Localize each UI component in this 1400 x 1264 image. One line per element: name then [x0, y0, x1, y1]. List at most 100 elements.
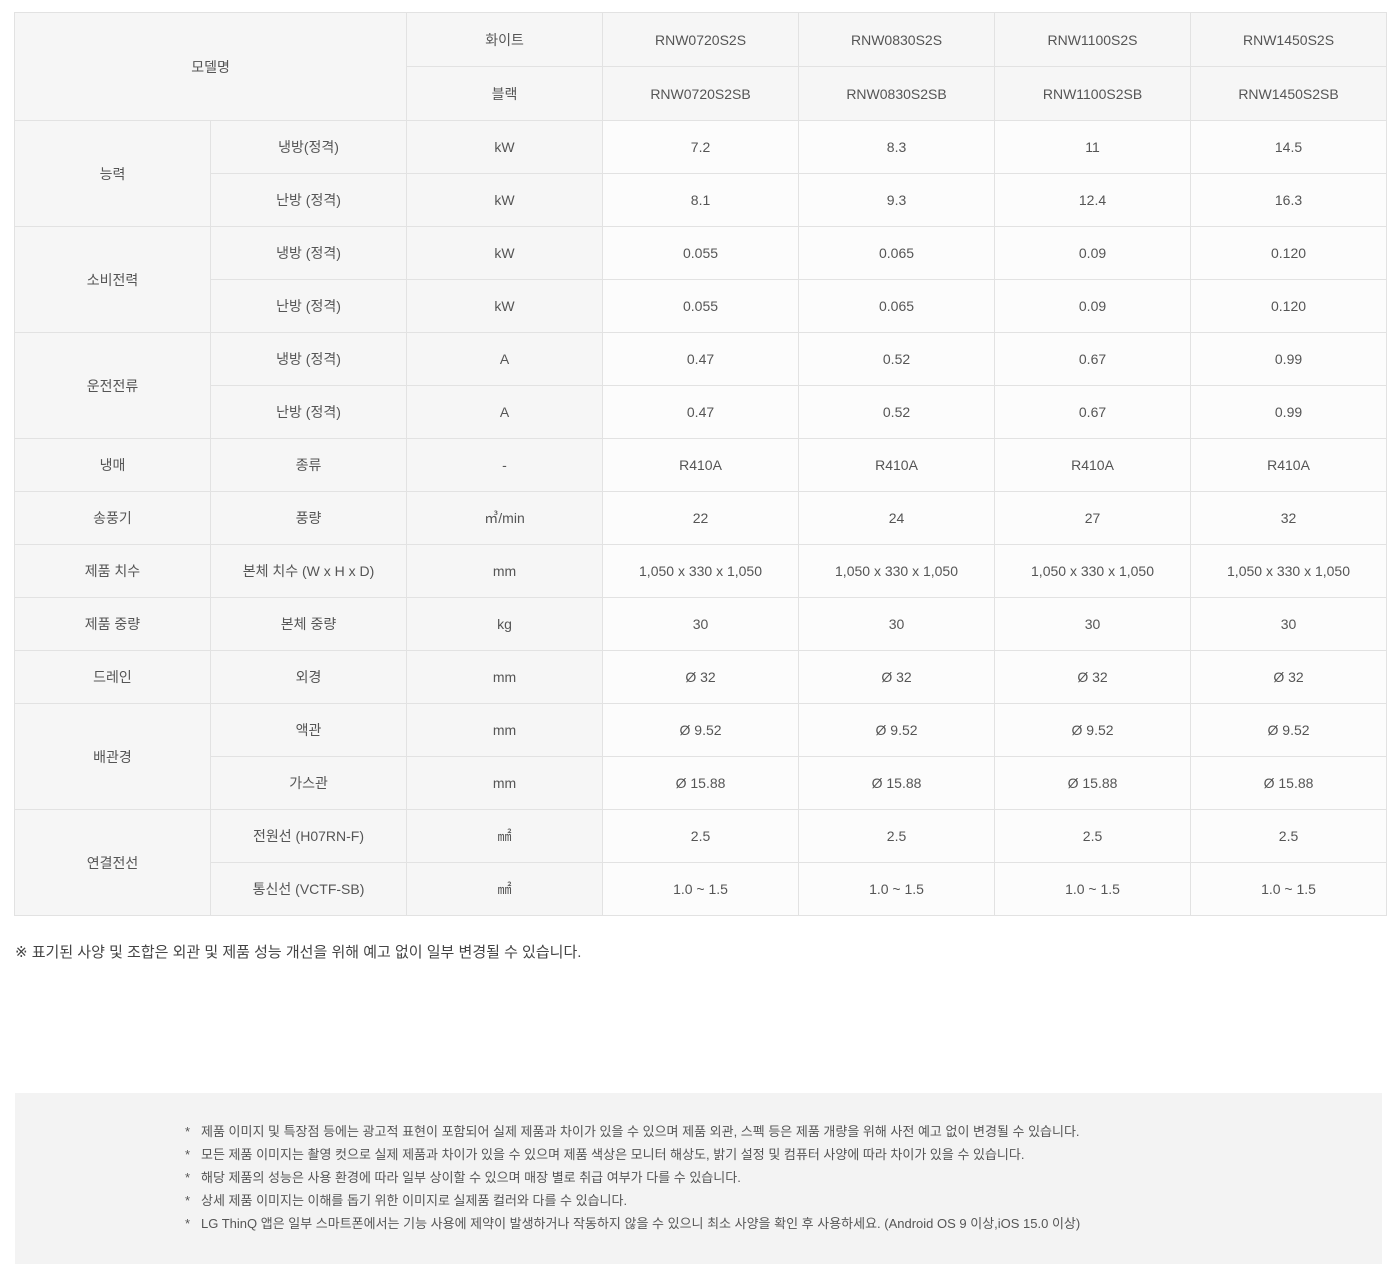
group-label-blower: 송풍기 — [14, 491, 211, 545]
unit-cell: ㎥/min — [406, 491, 604, 545]
footnote-line: * 해당 제품의 성능은 사용 환경에 따라 일부 상이할 수 있으며 매장 별… — [185, 1166, 1362, 1189]
value-cell: 1.0 ~ 1.5 — [1190, 862, 1388, 916]
value-cell: 0.67 — [994, 332, 1192, 386]
model-number-cell: RNW1450S2SB — [1190, 66, 1388, 121]
value-cell: 0.120 — [1190, 226, 1388, 280]
value-cell: 0.47 — [602, 332, 800, 386]
asterisk-bullet: * — [185, 1170, 191, 1185]
table-row: 연결전선 전원선 (H07RN-F) ㎟ 2.5 2.5 2.5 2.5 — [14, 809, 1388, 916]
value-cell: 0.065 — [798, 226, 996, 280]
value-cell: 8.3 — [798, 120, 996, 174]
value-cell: 0.055 — [602, 226, 800, 280]
value-cell: 0.09 — [994, 226, 1192, 280]
value-cell: 0.99 — [1190, 332, 1388, 386]
sub-label: 난방 (정격) — [209, 279, 408, 333]
model-number-cell: RNW0720S2SB — [602, 66, 800, 121]
value-cell: 1,050 x 330 x 1,050 — [994, 544, 1192, 598]
footnote-line: * 상세 제품 이미지는 이해를 돕기 위한 이미지로 실제품 컬러와 다를 수… — [185, 1189, 1362, 1212]
value-cell: 30 — [1190, 597, 1388, 651]
spec-change-note: ※ 표기된 사양 및 조합은 외관 및 제품 성능 개선을 위해 예고 없이 일… — [15, 944, 582, 961]
value-cell: 11 — [994, 120, 1192, 174]
table-row: 소비전력 냉방 (정격) kW 0.055 0.065 0.09 0.120 — [14, 226, 1388, 333]
group-label-operating-current: 운전전류 — [14, 332, 211, 439]
group-label-product-weight: 제품 중량 — [14, 597, 211, 651]
value-cell: Ø 9.52 — [1190, 703, 1388, 757]
unit-cell: A — [406, 332, 604, 386]
value-cell: 30 — [994, 597, 1192, 651]
unit-cell: ㎟ — [406, 809, 604, 863]
table-row: 능력 냉방(정격) kW 7.2 8.3 11 14.5 — [14, 120, 1388, 227]
group-label-power-consumption: 소비전력 — [14, 226, 211, 333]
value-cell: 12.4 — [994, 173, 1192, 227]
table-row: 난방 (정격) kW 0.055 0.065 0.09 0.120 — [15, 279, 1388, 333]
group-label-pipe-diameter: 배관경 — [14, 703, 211, 810]
unit-cell: mm — [406, 703, 604, 757]
unit-cell: kg — [406, 597, 604, 651]
footnote-text: 제품 이미지 및 특장점 등에는 광고적 표현이 포함되어 실제 제품과 차이가… — [201, 1124, 1080, 1139]
unit-cell: kW — [406, 279, 604, 333]
value-cell: 2.5 — [798, 809, 996, 863]
sub-label: 전원선 (H07RN-F) — [209, 809, 408, 863]
table-row: 가스관 mm Ø 15.88 Ø 15.88 Ø 15.88 Ø 15.88 — [15, 756, 1388, 810]
value-cell: Ø 32 — [1190, 650, 1388, 704]
header-row-white: 모델명 화이트 RNW0720S2S RNW0830S2S RNW1100S2S… — [13, 12, 1388, 121]
value-cell: 7.2 — [602, 120, 800, 174]
asterisk-bullet: * — [185, 1193, 191, 1208]
table-row: 드레인 외경 mm Ø 32 Ø 32 Ø 32 Ø 32 — [14, 650, 1388, 704]
footnote-line: * LG ThinQ 앱은 일부 스마트폰에서는 기능 사용에 제약이 발생하거… — [185, 1212, 1362, 1235]
value-cell: 2.5 — [1190, 809, 1388, 863]
value-cell: 1,050 x 330 x 1,050 — [1190, 544, 1388, 598]
value-cell: 27 — [994, 491, 1192, 545]
footnotes-list: * 제품 이미지 및 특장점 등에는 광고적 표현이 포함되어 실제 제품과 차… — [15, 1093, 1382, 1235]
footnote-text: 상세 제품 이미지는 이해를 돕기 위한 이미지로 실제품 컬러와 다를 수 있… — [201, 1193, 628, 1208]
unit-cell: mm — [406, 650, 604, 704]
value-cell: Ø 32 — [994, 650, 1192, 704]
table-row: 제품 중량 본체 중량 kg 30 30 30 30 — [14, 597, 1388, 651]
sub-label: 가스관 — [209, 756, 408, 810]
value-cell: Ø 9.52 — [994, 703, 1192, 757]
sub-label: 종류 — [209, 438, 408, 492]
group-label-product-dimensions: 제품 치수 — [14, 544, 211, 598]
value-cell: 1.0 ~ 1.5 — [602, 862, 800, 916]
value-cell: 0.055 — [602, 279, 800, 333]
table-row: 통신선 (VCTF-SB) ㎟ 1.0 ~ 1.5 1.0 ~ 1.5 1.0 … — [15, 862, 1388, 916]
value-cell: 24 — [798, 491, 996, 545]
value-cell: R410A — [602, 438, 800, 492]
model-number-cell: RNW1100S2S — [994, 12, 1192, 67]
table-row: 운전전류 냉방 (정격) A 0.47 0.52 0.67 0.99 — [14, 332, 1388, 439]
value-cell: 30 — [798, 597, 996, 651]
group-label-capacity: 능력 — [14, 120, 211, 227]
unit-cell: mm — [406, 756, 604, 810]
footnote-line: * 제품 이미지 및 특장점 등에는 광고적 표현이 포함되어 실제 제품과 차… — [185, 1120, 1362, 1143]
table-row: 송풍기 풍량 ㎥/min 22 24 27 32 — [14, 491, 1388, 545]
sub-label: 난방 (정격) — [209, 173, 408, 227]
value-cell: Ø 9.52 — [798, 703, 996, 757]
value-cell: 0.120 — [1190, 279, 1388, 333]
model-name-header-cell: 모델명 — [13, 12, 408, 121]
sub-label: 본체 중량 — [209, 597, 408, 651]
value-cell: Ø 15.88 — [602, 756, 800, 810]
unit-cell: kW — [406, 226, 604, 280]
sub-label: 통신선 (VCTF-SB) — [209, 862, 408, 916]
table-row: 제품 치수 본체 치수 (W x H x D) mm 1,050 x 330 x… — [14, 544, 1388, 598]
value-cell: 30 — [602, 597, 800, 651]
unit-cell: - — [406, 438, 604, 492]
value-cell: 2.5 — [994, 809, 1192, 863]
unit-cell: ㎟ — [406, 862, 604, 916]
value-cell: 8.1 — [602, 173, 800, 227]
value-cell: 14.5 — [1190, 120, 1388, 174]
model-number-cell: RNW0830S2S — [798, 12, 996, 67]
value-cell: 0.52 — [798, 332, 996, 386]
footnote-line: * 모든 제품 이미지는 촬영 컷으로 실제 제품과 차이가 있을 수 있으며 … — [185, 1143, 1362, 1166]
model-number-cell: RNW0830S2SB — [798, 66, 996, 121]
group-label-refrigerant: 냉매 — [14, 438, 211, 492]
value-cell: 0.47 — [602, 385, 800, 439]
value-cell: 1,050 x 330 x 1,050 — [798, 544, 996, 598]
value-cell: R410A — [798, 438, 996, 492]
value-cell: 1.0 ~ 1.5 — [798, 862, 996, 916]
model-number-cell: RNW0720S2S — [602, 12, 800, 67]
value-cell: 22 — [602, 491, 800, 545]
value-cell: 0.065 — [798, 279, 996, 333]
value-cell: Ø 15.88 — [1190, 756, 1388, 810]
group-label-drain: 드레인 — [14, 650, 211, 704]
